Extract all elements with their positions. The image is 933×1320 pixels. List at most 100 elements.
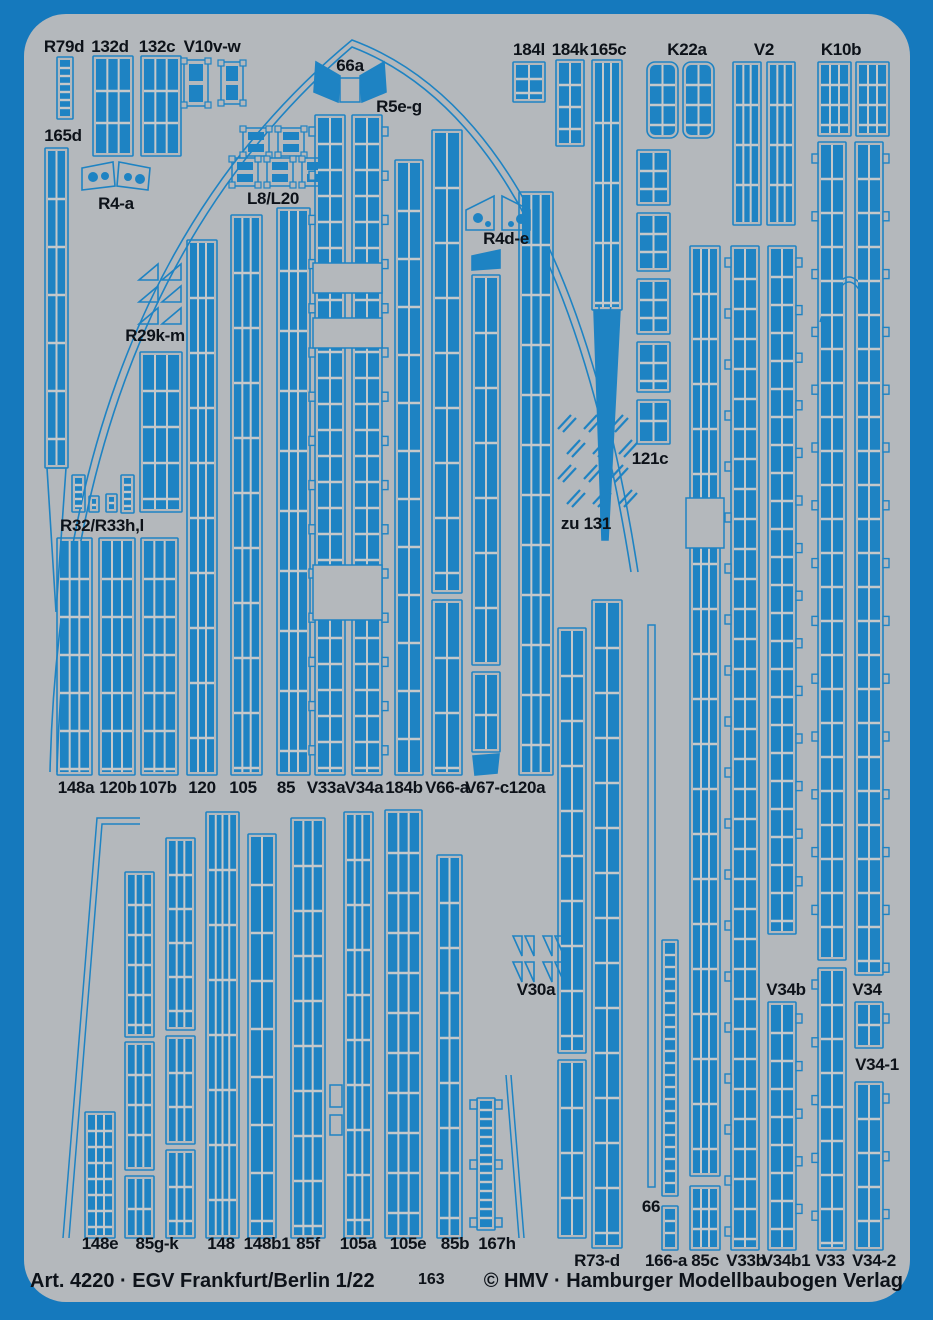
part-label-r4d-e: R4d-e xyxy=(483,229,529,248)
part-label-132d: 132d xyxy=(91,37,129,56)
part-s-36 xyxy=(88,495,100,513)
part-d-19 xyxy=(124,173,132,181)
part-s-82 xyxy=(855,61,890,137)
part-label-132c: 132c xyxy=(138,37,176,56)
part-s-102 xyxy=(124,1041,155,1171)
part-s-73 xyxy=(682,61,715,139)
part-b-49 xyxy=(312,317,383,349)
part-label-85f: 85f xyxy=(296,1234,320,1253)
part-l-6 xyxy=(505,1074,520,1239)
part-s-9 xyxy=(92,55,134,157)
part-label-v10v-w: V10v-w xyxy=(183,37,241,56)
part-p-32 xyxy=(159,284,182,303)
part-s-42 xyxy=(140,537,179,776)
part-s-72 xyxy=(646,61,679,139)
part-b-116 xyxy=(469,1099,478,1110)
part-p-33 xyxy=(136,306,159,325)
part-label-v34b1: V34b1 xyxy=(761,1251,811,1270)
part-d-60 xyxy=(473,213,483,223)
part-b-28 xyxy=(339,77,361,103)
part-clip-21 xyxy=(239,125,273,159)
part-p-62 xyxy=(501,194,531,231)
part-label-85c: 85c xyxy=(691,1251,719,1270)
part-p-27 xyxy=(359,60,387,104)
part-label-184k: 184k xyxy=(551,40,589,59)
part-label-l8-l20: L8/L20 xyxy=(246,189,300,208)
part-s-97 xyxy=(689,245,721,1177)
part-d-63 xyxy=(508,221,514,227)
part-label-120: 120 xyxy=(188,778,216,797)
part-label-120b: 120b xyxy=(99,778,137,797)
part-l-4 xyxy=(62,817,140,1239)
part-s-90 xyxy=(854,1081,890,1251)
part-s-52 xyxy=(431,129,463,594)
part-s-111 xyxy=(384,809,423,1239)
part-label-165c: 165c xyxy=(589,40,627,59)
part-label-184l: 184l xyxy=(513,40,545,59)
part-p-26 xyxy=(313,60,341,104)
part-p-57 xyxy=(472,753,500,776)
part-label-r32-r33h-l: R32/R33h,l xyxy=(60,516,144,535)
part-s-43 xyxy=(186,239,218,776)
part-p-29 xyxy=(136,262,159,281)
part-s-69 xyxy=(555,59,585,147)
part-b-113 xyxy=(329,1084,343,1108)
part-s-55 xyxy=(471,274,501,666)
part-s-110 xyxy=(343,811,374,1239)
part-l-5 xyxy=(68,823,140,1239)
part-label-107b: 107b xyxy=(139,778,177,797)
part-s-35 xyxy=(71,474,86,513)
part-s-88 xyxy=(854,141,890,976)
part-label-r5e-g: R5e-g xyxy=(376,97,422,116)
part-l-7 xyxy=(510,1074,525,1239)
part-s-81 xyxy=(817,61,852,137)
part-label-148a: 148a xyxy=(57,778,95,797)
part-d-20 xyxy=(135,174,145,184)
part-s-83 xyxy=(724,245,760,1251)
footer-article-title: Art. 4220 · EGV Frankfurt/Berlin 1/22 xyxy=(30,1270,375,1292)
part-label-r29k-m: R29k-m xyxy=(125,326,185,345)
part-s-13 xyxy=(44,147,69,469)
part-b-121 xyxy=(494,1217,503,1228)
part-s-100 xyxy=(84,1111,116,1239)
footer-page-number: 163 xyxy=(418,1271,445,1288)
part-s-112 xyxy=(436,854,463,1239)
part-s-70 xyxy=(591,59,623,311)
part-b-119 xyxy=(494,1159,503,1170)
part-p-14 xyxy=(46,467,67,613)
part-h2-67 xyxy=(511,935,565,983)
part-s-10 xyxy=(140,55,182,157)
part-label-105a: 105a xyxy=(339,1234,377,1253)
part-label-v34: V34 xyxy=(852,980,882,999)
part-d-61 xyxy=(485,221,491,227)
part-s-58 xyxy=(518,191,554,776)
part-s-78 xyxy=(636,399,671,445)
part-label-167h: 167h xyxy=(478,1234,516,1253)
part-s-51 xyxy=(394,159,424,776)
part-label-zu-131: zu 131 xyxy=(560,514,612,533)
part-label-v66-a: V66-a xyxy=(425,778,469,797)
part-s-91 xyxy=(557,627,587,1054)
part-s-93 xyxy=(591,599,623,1249)
part-s-103 xyxy=(124,1175,155,1239)
part-s-39 xyxy=(139,351,183,513)
part-s-74 xyxy=(636,149,671,206)
part-label-66a: 66a xyxy=(336,56,364,75)
part-label-v34b: V34b xyxy=(766,980,806,999)
part-label-85b: 85b xyxy=(440,1234,470,1253)
part-s-104 xyxy=(165,837,196,1031)
part-s-40 xyxy=(56,537,93,776)
part-p-18 xyxy=(116,161,151,191)
part-p-71 xyxy=(593,309,621,541)
part-b-120 xyxy=(469,1217,478,1228)
part-label-r4-a: R4-a xyxy=(98,194,134,213)
part-clip-12 xyxy=(217,59,247,107)
part-label-v67-c: V67-c xyxy=(465,778,509,797)
part-s-79 xyxy=(732,61,762,226)
part-d-64 xyxy=(516,214,526,224)
part-s-109 xyxy=(290,817,326,1239)
part-clip-22 xyxy=(274,125,308,159)
part-label-148e: 148e xyxy=(81,1234,119,1253)
part-label-120a: 120a xyxy=(508,778,546,797)
